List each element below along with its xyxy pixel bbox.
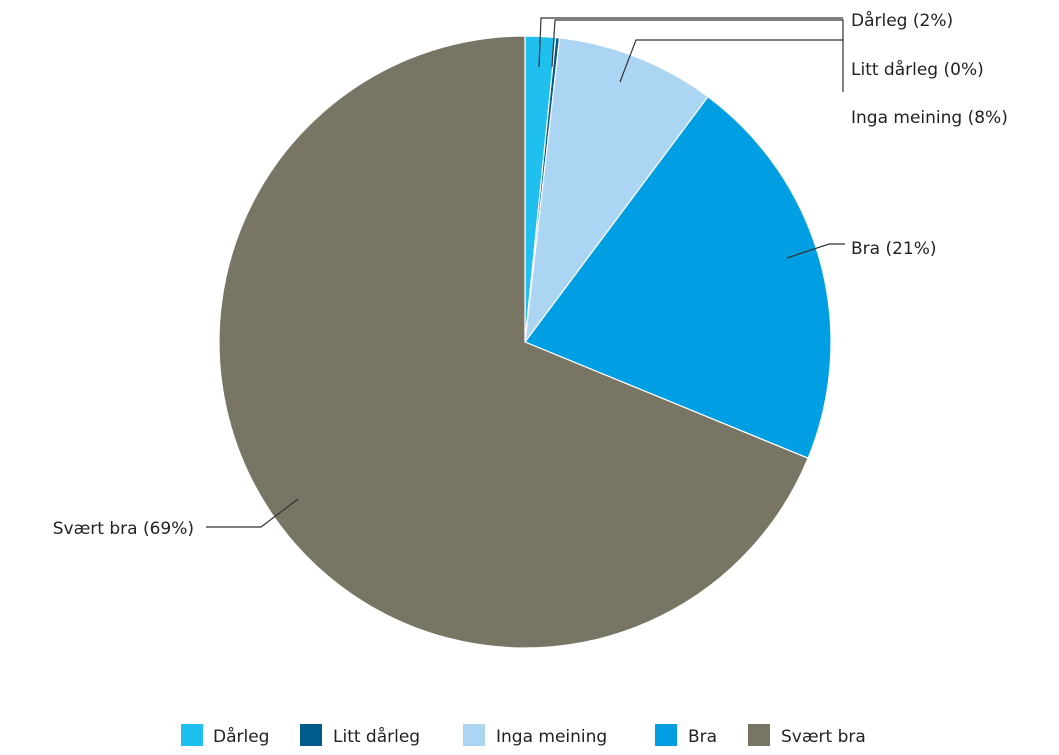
slice-label-darleg: Dårleg (2%) xyxy=(851,10,953,31)
slice-label-inga-meining: Inga meining (8%) xyxy=(851,108,1008,128)
legend-label-svaert-bra: Svært bra xyxy=(781,727,866,747)
legend-label-litt-darleg: Litt dårleg xyxy=(333,726,420,747)
legend: Dårleg Litt dårleg Inga meining Bra Svært br… xyxy=(181,724,866,747)
legend-label-darleg: Dårleg xyxy=(213,726,269,747)
pie-slice-svaert-bra xyxy=(218,35,809,649)
pie-slice-bra xyxy=(524,95,832,459)
legend-label-inga-meining: Inga meining xyxy=(496,727,607,747)
leader-line-bra xyxy=(786,243,845,259)
legend-item-darleg: Dårleg xyxy=(181,724,269,747)
legend-swatch-darleg xyxy=(181,724,203,746)
legend-item-svaert-bra: Svært bra xyxy=(748,724,866,747)
legend-label-bra: Bra xyxy=(688,727,717,747)
leader-line-svaert-bra xyxy=(206,498,299,528)
legend-item-bra: Bra xyxy=(655,724,717,747)
labels-layer: Dårleg (2%) Litt dårleg (0%) Inga meining … xyxy=(53,10,1008,539)
slice-label-litt-darleg: Litt dårleg (0%) xyxy=(851,59,984,80)
legend-swatch-inga-meining xyxy=(463,724,485,746)
legend-item-inga-meining: Inga meining xyxy=(463,724,607,747)
slice-label-svaert-bra: Svært bra (69%) xyxy=(53,519,194,539)
legend-swatch-litt-darleg xyxy=(300,724,322,746)
slice-label-bra: Bra (21%) xyxy=(851,239,937,259)
leader-line-inga-meining xyxy=(619,39,844,92)
legend-swatch-svaert-bra xyxy=(748,724,770,746)
legend-item-litt-darleg: Litt dårleg xyxy=(300,724,420,747)
pie-slice-inga-meining xyxy=(524,37,709,345)
leader-line-litt-darleg xyxy=(551,19,844,68)
leader-line-darleg xyxy=(538,17,843,68)
slices-layer xyxy=(218,35,832,649)
legend-swatch-bra xyxy=(655,724,677,746)
